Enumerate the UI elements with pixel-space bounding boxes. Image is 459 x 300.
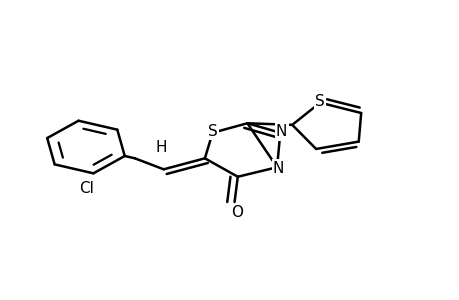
Text: S: S	[314, 94, 324, 109]
Text: N: N	[272, 160, 284, 175]
Text: O: O	[230, 205, 242, 220]
Text: H: H	[155, 140, 167, 155]
Text: N: N	[275, 124, 287, 140]
Text: Cl: Cl	[79, 181, 94, 196]
Text: S: S	[207, 124, 217, 139]
